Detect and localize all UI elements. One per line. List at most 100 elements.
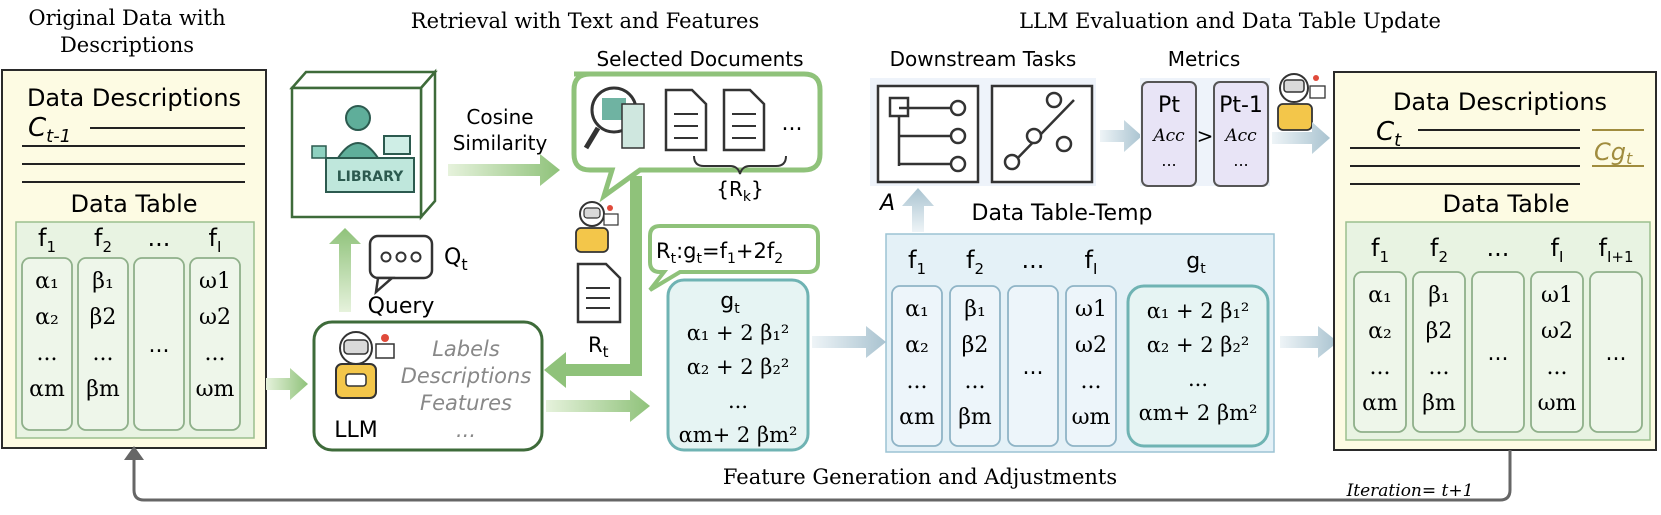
temp_table-cell-1-3: βm	[958, 405, 992, 430]
metrics-panel: Pt Acc ... > Pt-1 Acc ...	[1140, 78, 1270, 187]
iteration-label: Iteration= t+1	[1346, 481, 1474, 501]
right_panel-cell-1-0: β₁	[1428, 283, 1450, 308]
temp_table-cell-1-1: β2	[962, 333, 989, 358]
rk-sub: k	[743, 189, 752, 205]
temp_table-cell-1-2: ...	[965, 369, 986, 394]
downstream-title: Downstream Tasks	[890, 47, 1077, 71]
retrieval-title: Retrieval with Text and Features	[411, 9, 759, 33]
left_panel-cell-1-3: βm	[86, 377, 120, 402]
svg-text:Ct-1: Ct-1	[28, 113, 71, 147]
temp-gt-row-1: α₂ + 2 β₂²	[1147, 333, 1250, 357]
right_panel-cell-0-0: α₁	[1368, 283, 1392, 308]
llm-label: LLM	[334, 418, 378, 443]
temp_table-col-0	[891, 285, 943, 447]
svg-text:{Rk}: {Rk}	[716, 177, 763, 205]
gt-row-2: ...	[728, 389, 748, 413]
right_panel-col-head-3: fI	[1551, 234, 1564, 266]
gt-row-0: α₁ + 2 β₁²	[687, 321, 790, 345]
arrow-query-to-library	[329, 228, 361, 312]
robot-icon	[335, 331, 395, 399]
formula-r: R	[656, 239, 671, 263]
gt-row-3: αm+ 2 βm²	[679, 423, 798, 447]
right_panel-col-head-0: f1	[1371, 234, 1389, 266]
temp-table: f1α₁α₂...αmf2β₁β2...βm......fIω1ω2...ωm …	[885, 233, 1275, 453]
rk-label: {R	[716, 177, 743, 201]
svg-text:gt: gt	[1186, 249, 1206, 277]
right_panel-col-4	[1589, 271, 1643, 433]
cosine-line1: Cosine	[466, 105, 533, 129]
gt-row-1: α₂ + 2 β₂²	[687, 355, 790, 379]
original-title-line2: Descriptions	[60, 33, 194, 57]
temp_table-cell-0-3: αm	[899, 405, 935, 430]
rk-close: }	[751, 177, 764, 201]
task-label: A	[878, 191, 895, 216]
gt-head: g	[720, 289, 734, 314]
right_panel-cell-0-1: α₂	[1368, 319, 1392, 344]
temp_table-cell-1-0: β₁	[964, 297, 986, 322]
temp_table-cell-3-1: ω2	[1075, 333, 1107, 358]
gt-head-sub: t	[734, 301, 740, 317]
right_panel-cell-3-2: ...	[1547, 355, 1568, 380]
metric-compare: >	[1197, 124, 1214, 148]
gt-box: gt α₁ + 2 β₁² α₂ + 2 β₂²... αm+ 2 βm²	[666, 278, 810, 452]
right_panel-col-3	[1530, 271, 1584, 433]
query-label: Query	[368, 294, 435, 319]
temp_table-cell-0-1: α₂	[905, 333, 929, 358]
cosine-line2: Similarity	[453, 131, 548, 155]
right_panel-cell-0-2: ...	[1370, 355, 1391, 380]
metrics-title: Metrics	[1168, 47, 1241, 71]
temp_table-col-1	[949, 285, 1001, 447]
svg-text:gt: gt	[720, 289, 740, 317]
left-table-heading: Data Table	[71, 190, 198, 218]
right_panel-col-2	[1471, 271, 1525, 433]
llm-line-3: ...	[456, 418, 476, 442]
left_panel-col-2	[133, 257, 185, 431]
left_panel-cell-0-2: ...	[37, 341, 58, 366]
left-context-sub: t-1	[46, 126, 71, 147]
llm-line-2: Features	[420, 391, 512, 415]
document-icon-2	[722, 88, 766, 152]
temp_table-cell-3-2: ...	[1081, 369, 1102, 394]
arrow-formula-to-temp	[812, 326, 886, 358]
left_panel-cell-3-2: ...	[205, 341, 226, 366]
right_panel-cell-0-3: αm	[1362, 391, 1398, 416]
left-context-label: C	[28, 113, 47, 143]
temp_table-col-head-2: ...	[1022, 246, 1045, 274]
rk-brace	[693, 155, 787, 175]
right_panel-cell-3-1: ω2	[1541, 319, 1573, 344]
temp_table-col-3	[1065, 285, 1117, 447]
left_panel-col-head-0: f1	[38, 224, 56, 256]
temp_table-cell-0-0: α₁	[905, 297, 929, 322]
temp_table-cell-0-2: ...	[907, 369, 928, 394]
left_panel-col-3	[189, 257, 241, 431]
temp_table-col-2	[1007, 285, 1059, 447]
left-data-panel: Data Descriptions Ct-1 Data Table f1 α₁ α₂…	[1, 69, 267, 449]
temp-gt-head-sub: t	[1200, 261, 1206, 277]
magnifier-icon	[583, 86, 645, 150]
svg-text:Cgt: Cgt	[1594, 138, 1633, 168]
left_panel-col-head-2: ...	[148, 224, 171, 252]
llm-line-0: Labels	[432, 337, 500, 361]
arrow-library-to-documents	[448, 154, 560, 186]
temp_table-col-head-1: f2	[966, 246, 984, 278]
left_panel-col-0	[21, 257, 73, 431]
new-context-sub: t	[1626, 149, 1633, 168]
left_panel-cell-3-3: ωm	[196, 377, 235, 402]
right_panel-cell-1-2: ...	[1429, 355, 1450, 380]
selected-documents-bubble: ...	[571, 71, 823, 203]
svg-text:Qt: Qt	[444, 245, 468, 274]
right_panel-col-1	[1412, 271, 1466, 433]
temp_table-col-head-0: f1	[908, 246, 926, 278]
right_panel-cell-2-0: ...	[1488, 341, 1509, 366]
temp_table-cell-3-3: ωm	[1072, 405, 1111, 430]
iteration-arrowhead	[124, 446, 144, 460]
formula-speech-bubble: Rt:gt=f1+2f2	[648, 224, 820, 292]
arrow-metrics-to-updated	[1272, 122, 1330, 154]
rt-sub: t	[603, 343, 609, 361]
left_panel-cell-1-2: ...	[93, 341, 114, 366]
rt-label: R	[588, 333, 603, 357]
temp-gt-row-2: ...	[1188, 367, 1208, 391]
iteration-loop-arrow	[132, 450, 1512, 502]
small-robot-icon	[575, 201, 619, 253]
evaluator-robot-icon	[1277, 73, 1326, 131]
